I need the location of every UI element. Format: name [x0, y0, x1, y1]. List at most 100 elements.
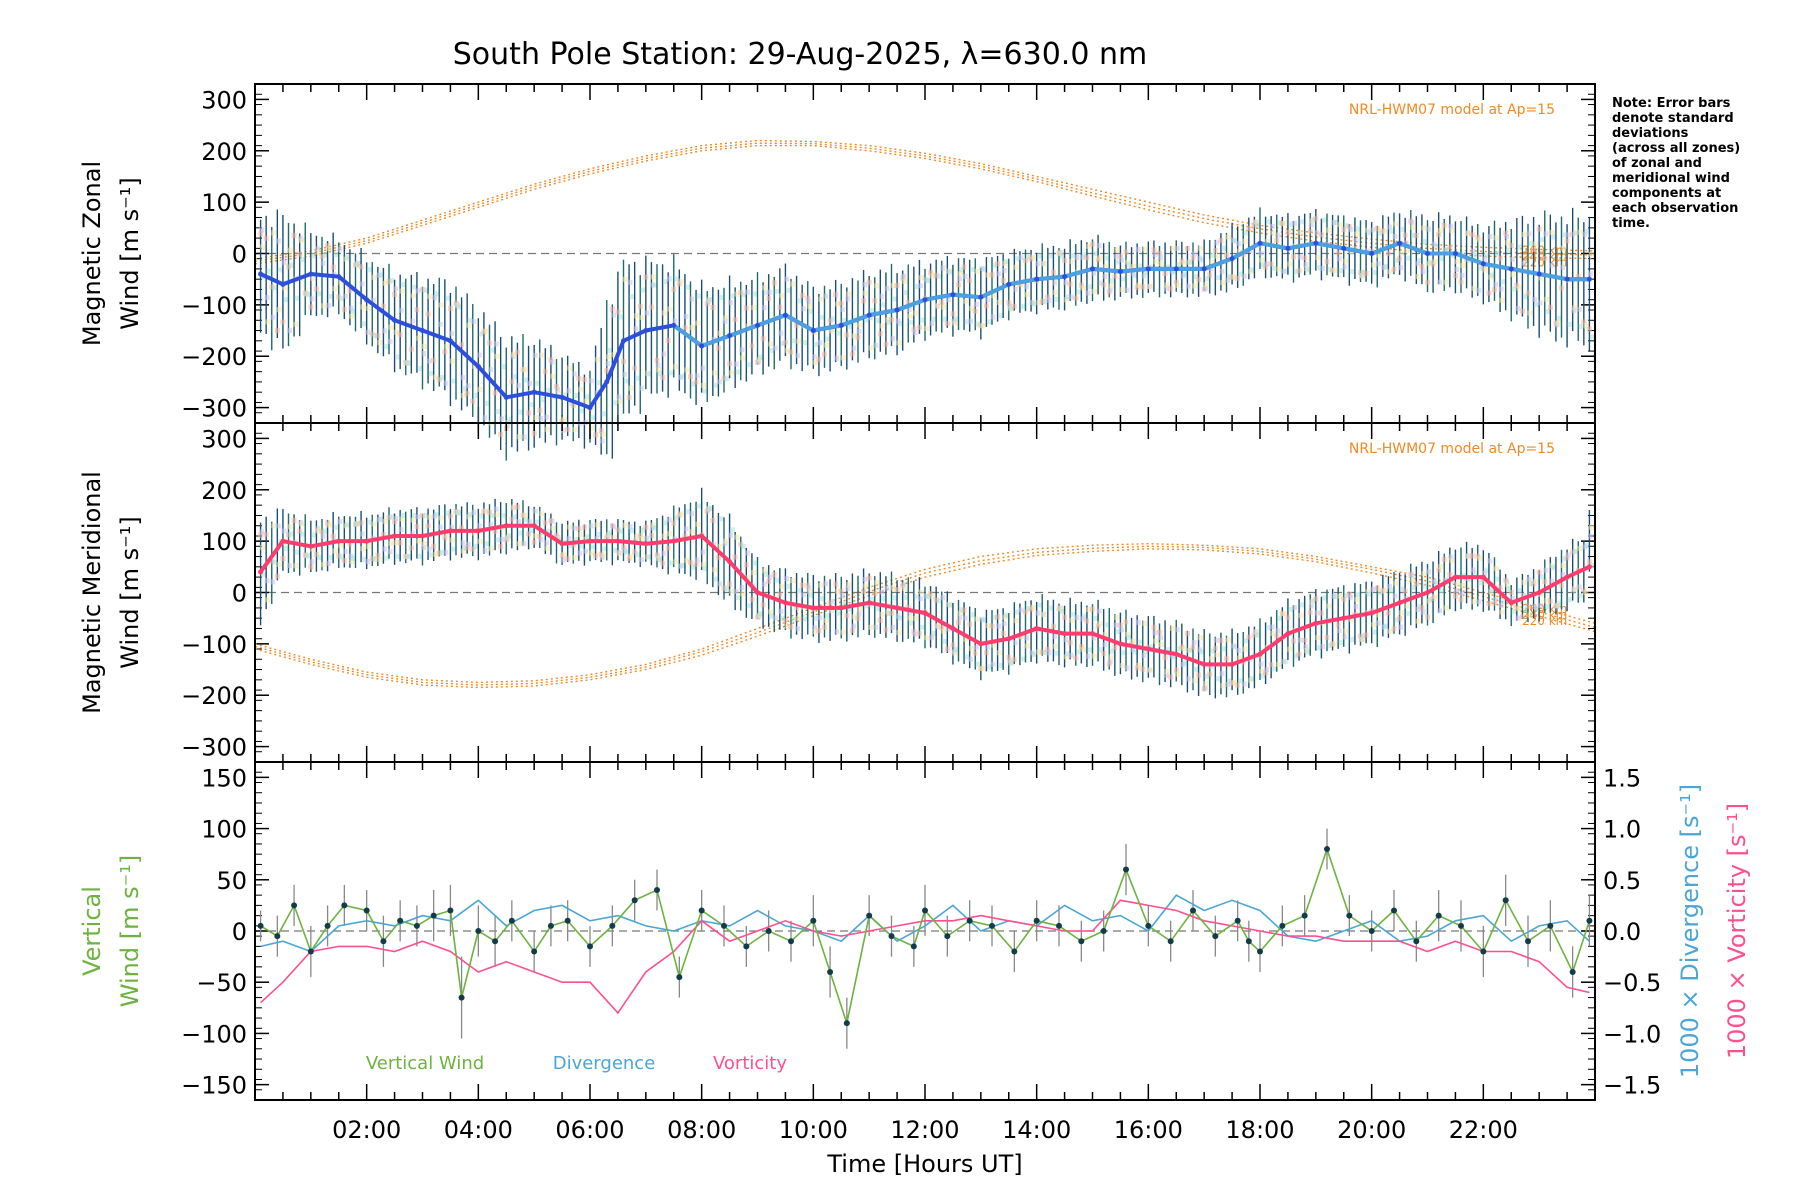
zone-marker — [548, 357, 554, 363]
zone-marker — [724, 586, 730, 592]
zone-marker — [1375, 261, 1381, 267]
data-point — [503, 394, 509, 400]
zone-marker — [1118, 257, 1124, 263]
zone-marker — [319, 529, 325, 535]
zone-marker — [1266, 625, 1272, 631]
zone-marker — [1509, 595, 1515, 601]
zone-marker — [459, 525, 465, 531]
zone-marker — [489, 546, 494, 552]
zone-marker — [637, 532, 643, 538]
zone-marker — [1482, 267, 1488, 273]
zone-marker — [918, 589, 924, 595]
zone-marker — [1171, 269, 1177, 275]
zone-marker — [1251, 632, 1257, 638]
zone-marker — [940, 265, 946, 271]
zone-marker — [984, 644, 990, 650]
zone-marker — [1372, 629, 1378, 635]
zone-marker — [716, 379, 722, 385]
zone-marker — [738, 289, 744, 295]
zone-marker — [1184, 631, 1190, 637]
zone-marker — [728, 532, 734, 538]
zone-marker — [527, 519, 533, 525]
zone-marker — [1388, 588, 1394, 594]
vertical-wind-point — [587, 943, 593, 950]
zone-marker — [1098, 280, 1104, 286]
zone-marker — [1383, 623, 1389, 629]
zone-marker — [1101, 282, 1107, 288]
zone-marker — [685, 284, 691, 290]
zone-marker — [850, 345, 856, 351]
zone-marker — [1556, 315, 1562, 321]
data-point — [420, 533, 425, 539]
zone-marker — [785, 583, 791, 589]
zone-marker — [560, 427, 566, 433]
zone-marker — [1168, 674, 1174, 680]
data-point — [1452, 251, 1458, 256]
zone-marker — [1299, 602, 1305, 608]
zone-marker — [1140, 284, 1146, 290]
zone-marker — [953, 316, 959, 322]
zone-marker — [777, 591, 783, 597]
zone-marker — [521, 434, 527, 440]
zone-marker — [1586, 559, 1592, 565]
data-point — [587, 405, 593, 411]
zone-marker — [397, 540, 403, 546]
zone-marker — [1472, 252, 1478, 258]
data-point — [1397, 600, 1403, 606]
data-point — [392, 533, 398, 539]
data-point — [950, 292, 956, 298]
zone-marker — [1112, 645, 1118, 651]
zone-marker — [774, 288, 780, 294]
zone-marker — [1341, 226, 1347, 232]
data-point — [503, 523, 509, 529]
zone-marker — [398, 526, 404, 532]
zone-marker — [689, 296, 694, 302]
zone-marker — [975, 661, 981, 667]
zone-marker — [601, 546, 607, 552]
data-point — [782, 312, 788, 318]
zone-marker — [389, 278, 395, 284]
zone-marker — [850, 623, 856, 629]
zone-marker — [678, 511, 684, 517]
zone-marker — [309, 296, 315, 302]
zone-marker — [1142, 620, 1148, 626]
zone-marker — [472, 363, 478, 369]
zone-marker — [444, 533, 450, 539]
data-point — [1313, 620, 1319, 626]
zone-marker — [730, 293, 736, 299]
zone-marker — [1542, 579, 1548, 585]
zone-marker — [822, 624, 827, 630]
zone-marker — [328, 554, 334, 560]
zone-marker — [523, 377, 529, 383]
vertical-wind-point — [1458, 922, 1464, 929]
zone-marker — [1142, 246, 1148, 252]
zone-marker — [1260, 673, 1266, 679]
zone-marker — [1536, 569, 1542, 575]
zone-marker — [498, 431, 504, 437]
zone-marker — [891, 585, 896, 591]
zone-marker — [1573, 230, 1579, 236]
zone-marker — [476, 523, 482, 529]
zone-marker — [308, 564, 314, 570]
zone-marker — [447, 513, 453, 519]
zone-marker — [1506, 586, 1512, 592]
svg-text:meridional wind: meridional wind — [1612, 171, 1730, 186]
zone-marker — [1388, 228, 1394, 234]
vertical-wind-point — [1234, 917, 1241, 924]
zone-marker — [644, 310, 650, 316]
zone-marker — [1386, 583, 1392, 589]
zone-marker — [823, 581, 828, 587]
zone-marker — [1559, 285, 1564, 291]
data-point — [531, 389, 537, 395]
zone-marker — [1459, 272, 1465, 278]
zone-marker — [1310, 217, 1316, 223]
zone-marker — [1215, 275, 1221, 281]
zone-marker — [738, 542, 744, 548]
zone-marker — [1182, 660, 1188, 666]
zone-marker — [650, 274, 656, 280]
zone-marker — [799, 293, 805, 299]
zone-marker — [1415, 618, 1421, 624]
vertical-wind-point — [508, 917, 515, 924]
vertical-wind-point — [698, 907, 705, 914]
zone-marker — [450, 378, 456, 384]
